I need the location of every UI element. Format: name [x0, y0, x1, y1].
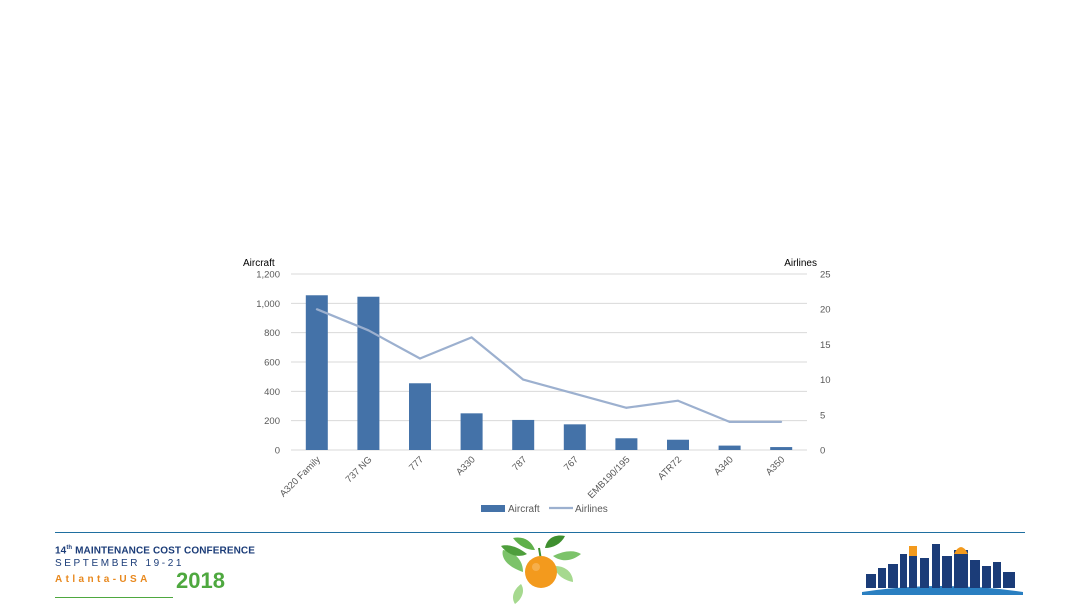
conference-dates: SEPTEMBER 19-21 — [55, 558, 185, 570]
y-left-tick-label: 0 — [275, 446, 280, 457]
bar — [563, 424, 586, 450]
line-point — [470, 336, 473, 339]
x-tick-label: 737 NG — [344, 454, 375, 485]
bar — [512, 419, 535, 450]
bar — [409, 383, 431, 450]
y-left-tick-label: 800 — [264, 328, 280, 339]
y-left-tick-label: 1,200 — [256, 270, 280, 281]
x-tick-label: EMB190/195 — [586, 454, 633, 501]
x-tick-label: 777 — [407, 454, 426, 473]
y-left-tick-label: 1,000 — [256, 299, 280, 310]
legend-label-airlines: Airlines — [575, 504, 608, 515]
y-left-tick-label: 200 — [264, 416, 280, 427]
line-point — [780, 420, 783, 423]
line-point — [728, 420, 731, 423]
x-tick-label: 767 — [562, 454, 581, 473]
line-point — [419, 357, 421, 360]
line-point — [367, 329, 370, 332]
line-point — [315, 308, 318, 311]
conference-title: 14th MAINTENANCE COST CONFERENCE — [55, 545, 256, 557]
y-left-tick-label: 600 — [264, 358, 280, 369]
line-point — [625, 406, 628, 409]
bar — [770, 447, 793, 450]
conference-year: 2018 — [176, 568, 225, 594]
y-right-tick-label: 0 — [820, 446, 825, 457]
y-right-tick-label: 10 — [820, 375, 831, 386]
line-point — [677, 399, 679, 402]
x-tick-label: 787 — [510, 454, 529, 473]
legend-swatch-aircraft — [481, 505, 505, 512]
x-tick-label: A320 Family — [278, 454, 323, 499]
atlanta-skyline-icon — [862, 544, 1023, 595]
conference-location: Atlanta-USA — [55, 574, 151, 586]
y-right-tick-label: 5 — [820, 410, 825, 421]
footer-divider — [55, 532, 1025, 533]
x-tick-label: A330 — [454, 454, 477, 477]
bar — [305, 295, 328, 450]
x-tick-label: ATR72 — [656, 454, 684, 482]
y-right-tick-label: 15 — [820, 340, 831, 351]
x-tick-label: A340 — [712, 454, 735, 477]
y-right-axis-title: Airlines — [784, 258, 817, 269]
peach-logo-icon — [501, 535, 581, 604]
series-line — [316, 308, 782, 423]
y-left-axis-title: Aircraft — [243, 258, 275, 269]
chart: 0 200 400 600 800 1,000 1,200 0 5 10 15 20 25 Aircraf… — [243, 258, 831, 515]
bar — [718, 445, 741, 450]
conference-branding: 14th MAINTENANCE COST CONFERENCE SEPTEMB… — [55, 545, 256, 599]
bar — [460, 413, 483, 450]
x-tick-label: A350 — [764, 454, 787, 477]
y-left-tick-label: 400 — [264, 387, 280, 398]
bar — [615, 438, 638, 450]
y-right-tick-label: 20 — [820, 305, 831, 316]
line-point — [573, 392, 576, 395]
y-right-tick-label: 25 — [820, 270, 831, 281]
bar — [357, 296, 380, 450]
bar — [667, 439, 689, 450]
line-point — [522, 378, 525, 381]
legend-label-aircraft: Aircraft — [508, 504, 540, 515]
